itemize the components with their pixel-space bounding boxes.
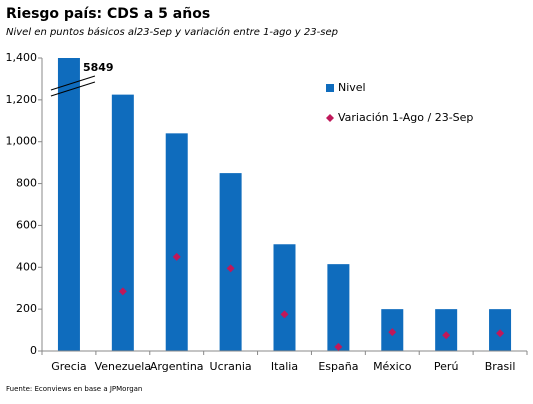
bar xyxy=(273,244,296,351)
x-tick-label: Grecia xyxy=(51,360,86,373)
x-tick-label: Argentina xyxy=(150,360,204,373)
y-tick-label: 1,000 xyxy=(6,135,38,148)
bar xyxy=(165,133,188,351)
bar xyxy=(435,309,458,351)
y-tick-label: 200 xyxy=(16,302,37,315)
legend-label: Variación 1-Ago / 23-Sep xyxy=(338,111,473,124)
y-tick-label: 1,200 xyxy=(6,93,38,106)
diamond-marker xyxy=(442,331,451,340)
chart-title: Riesgo país: CDS a 5 años xyxy=(6,6,210,22)
diamond-marker xyxy=(496,329,505,338)
plot-area xyxy=(57,58,512,352)
legend-swatch xyxy=(326,114,334,122)
x-tick-label: México xyxy=(373,360,412,373)
y-tick-label: 400 xyxy=(16,260,37,273)
legend-label: Nivel xyxy=(338,81,366,94)
diamond-marker xyxy=(172,252,181,261)
y-tick-label: 0 xyxy=(30,344,37,357)
bar xyxy=(57,58,80,352)
diamond-marker xyxy=(280,310,289,319)
bar xyxy=(111,94,134,351)
diamond-marker xyxy=(388,328,397,337)
chart-subtitle: Nivel en puntos básicos al23-Sep y varia… xyxy=(6,26,338,38)
legend-swatch xyxy=(326,84,334,92)
x-tick-label: España xyxy=(318,360,358,373)
x-tick-label: Perú xyxy=(434,360,459,373)
diamond-marker xyxy=(226,264,235,273)
data-label: 5849 xyxy=(83,61,114,74)
x-tick-label: Ucrania xyxy=(210,360,252,373)
y-tick-label: 1,400 xyxy=(6,51,38,64)
x-tick-label: Brasil xyxy=(485,360,516,373)
source: Fuente: Econviews en base a JPMorgan xyxy=(6,385,142,393)
x-tick-label: Venezuela xyxy=(95,360,152,373)
y-tick-label: 800 xyxy=(16,177,37,190)
y-tick-label: 600 xyxy=(16,218,37,231)
diamond-marker xyxy=(118,287,127,296)
diamond-marker xyxy=(334,342,343,351)
axis-break xyxy=(50,75,96,91)
x-tick-label: Italia xyxy=(271,360,298,373)
bar xyxy=(219,173,242,351)
axis-break xyxy=(50,81,96,97)
bar xyxy=(327,264,350,351)
